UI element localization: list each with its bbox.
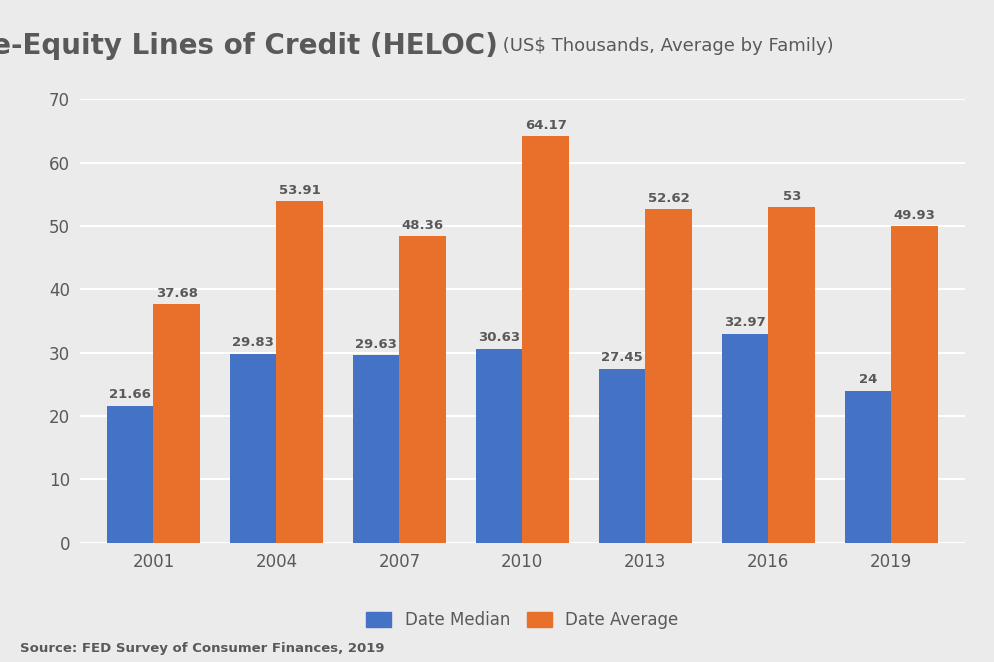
Bar [276, 201, 323, 543]
Text: 29.63: 29.63 [355, 338, 397, 351]
Bar [844, 391, 891, 543]
Bar [153, 304, 200, 543]
Text: 37.68: 37.68 [156, 287, 198, 300]
Bar [106, 406, 153, 543]
Bar [721, 334, 767, 543]
Bar [352, 355, 399, 543]
Bar [475, 349, 522, 543]
Bar [230, 354, 276, 543]
Text: 21.66: 21.66 [109, 388, 151, 401]
Text: 24: 24 [858, 373, 877, 387]
Text: 52.62: 52.62 [647, 192, 689, 205]
Bar [598, 369, 645, 543]
Text: 27.45: 27.45 [600, 352, 642, 365]
Text: 53.91: 53.91 [278, 184, 320, 197]
Text: Source: FED Survey of Consumer Finances, 2019: Source: FED Survey of Consumer Finances,… [20, 642, 384, 655]
Text: 64.17: 64.17 [524, 118, 567, 132]
Text: 49.93: 49.93 [893, 209, 934, 222]
Bar [767, 207, 814, 543]
Text: 30.63: 30.63 [477, 331, 520, 344]
Text: 48.36: 48.36 [402, 219, 443, 232]
Bar [891, 226, 937, 543]
Text: (US$ Thousands, Average by Family): (US$ Thousands, Average by Family) [497, 37, 833, 56]
Text: 29.83: 29.83 [232, 336, 273, 350]
Bar [399, 236, 445, 543]
Legend: Date Median, Date Average: Date Median, Date Average [360, 604, 684, 636]
Bar [645, 209, 692, 543]
Bar [522, 136, 569, 543]
Text: 32.97: 32.97 [724, 316, 765, 330]
Text: Home-Equity Lines of Credit (HELOC): Home-Equity Lines of Credit (HELOC) [0, 32, 497, 60]
Text: 53: 53 [781, 189, 800, 203]
